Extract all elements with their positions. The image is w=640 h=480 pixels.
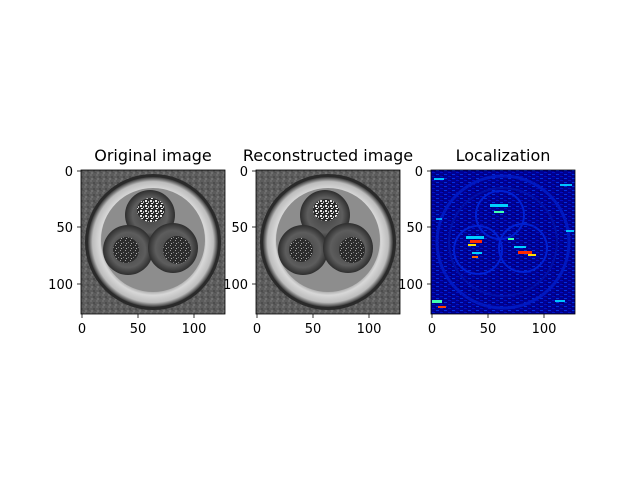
panel-reconstructed: Reconstructed image 0 50 100 0 bbox=[223, 146, 413, 337]
y-tick-label: 100 bbox=[398, 278, 423, 293]
y-tick-label: 100 bbox=[48, 278, 73, 293]
panel-title: Reconstructed image bbox=[243, 146, 413, 165]
y-tick-label: 50 bbox=[56, 221, 73, 236]
x-tick-label: 0 bbox=[428, 322, 436, 337]
x-tick-label: 100 bbox=[357, 322, 382, 337]
x-tick-label: 0 bbox=[78, 322, 86, 337]
y-tick-label: 0 bbox=[415, 165, 423, 180]
x-axis: 0 50 100 bbox=[78, 314, 207, 337]
axes-frame bbox=[255, 169, 401, 315]
panel-title: Original image bbox=[94, 146, 212, 165]
y-axis: 0 50 100 bbox=[223, 165, 256, 293]
x-tick-label: 50 bbox=[305, 322, 322, 337]
panel-original: Original image 0 50 100 0 bbox=[48, 146, 226, 337]
panel-title: Localization bbox=[456, 146, 551, 165]
x-tick-label: 100 bbox=[182, 322, 207, 337]
y-axis: 0 50 100 bbox=[48, 165, 81, 293]
panel-localization: Localization bbox=[398, 146, 576, 337]
x-tick-label: 0 bbox=[253, 322, 261, 337]
x-axis: 0 50 100 bbox=[428, 314, 557, 337]
y-axis: 0 50 100 bbox=[398, 165, 431, 293]
y-tick-label: 50 bbox=[231, 221, 248, 236]
axes-frame bbox=[430, 169, 576, 315]
x-tick-label: 50 bbox=[130, 322, 147, 337]
localization-heatmap bbox=[431, 170, 575, 314]
x-axis: 0 50 100 bbox=[253, 314, 382, 337]
x-tick-label: 100 bbox=[532, 322, 557, 337]
axes-frame bbox=[80, 169, 226, 315]
x-tick-label: 50 bbox=[480, 322, 497, 337]
reconstructed-image bbox=[256, 170, 400, 314]
y-tick-label: 0 bbox=[65, 165, 73, 180]
y-tick-label: 100 bbox=[223, 278, 248, 293]
y-tick-label: 50 bbox=[406, 221, 423, 236]
original-image bbox=[81, 170, 225, 314]
y-tick-label: 0 bbox=[240, 165, 248, 180]
